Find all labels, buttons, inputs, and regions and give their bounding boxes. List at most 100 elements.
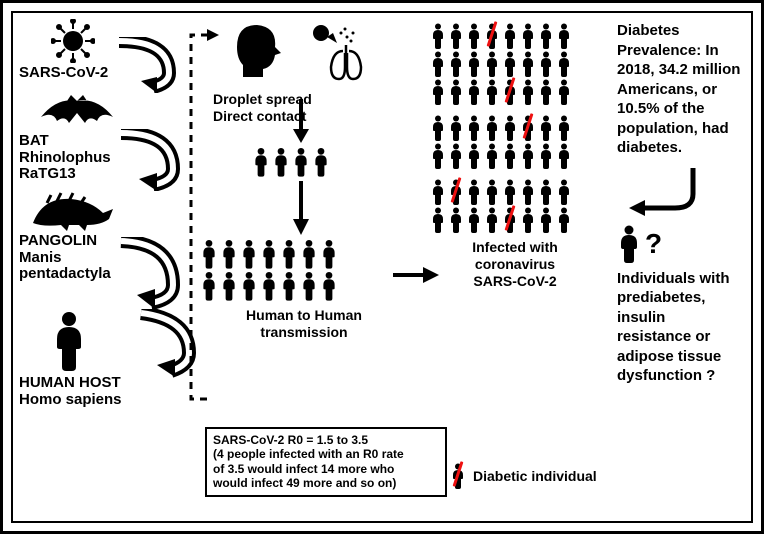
r0-l3: of 3.5 would infect 14 more who — [213, 462, 439, 476]
person-icon — [320, 239, 338, 269]
person-icon — [430, 23, 446, 49]
person-icon — [220, 239, 238, 269]
person-icon — [466, 79, 482, 105]
person-icon — [484, 143, 500, 169]
person-icon — [538, 51, 554, 77]
legend-text: Diabetic individual — [473, 468, 597, 485]
person-icon — [466, 23, 482, 49]
human-icon — [49, 311, 89, 371]
person-icon — [556, 79, 572, 105]
outer-frame: SARS-CoV-2 BAT Rhinolophus RaTG13 — [0, 0, 764, 534]
person-icon — [466, 179, 482, 205]
person-icon — [320, 271, 338, 301]
person-icon — [430, 115, 446, 141]
question-person-icon — [617, 225, 641, 263]
r0-l4: would infect 49 more and so on) — [213, 476, 439, 490]
person-icon — [448, 115, 464, 141]
person-icon — [430, 207, 446, 233]
down-arrow-1 — [289, 97, 313, 143]
head-icon — [227, 19, 291, 89]
person-icon — [260, 239, 278, 269]
person-icon — [502, 79, 518, 105]
diabetic-legend: Diabetic individual — [449, 463, 597, 489]
person-icon — [538, 79, 554, 105]
person-icon — [252, 147, 270, 177]
person-icon — [502, 23, 518, 49]
person-icon — [502, 207, 518, 233]
pangolin-label-1: PANGOLIN — [19, 233, 111, 250]
people-rows-14 — [199, 239, 339, 303]
population-column: Infected with coronavirus SARS-CoV-2 — [429, 23, 601, 289]
person-icon — [556, 207, 572, 233]
person-icon — [430, 143, 446, 169]
person-icon — [556, 179, 572, 205]
curve-arrow-1 — [113, 37, 183, 93]
human-label-2: Homo sapiens — [19, 392, 122, 409]
person-icon — [484, 79, 500, 105]
person-icon — [448, 79, 464, 105]
person-icon — [466, 207, 482, 233]
person-icon — [556, 115, 572, 141]
person-icon — [520, 207, 536, 233]
person-icon — [502, 179, 518, 205]
right-panel: Diabetes Prevalence: In 2018, 34.2 milli… — [617, 21, 743, 386]
person-icon — [430, 79, 446, 105]
person-icon — [484, 207, 500, 233]
person-icon — [240, 239, 258, 269]
person-icon — [520, 143, 536, 169]
pop-cap-2: coronavirus — [429, 256, 601, 273]
person-icon — [430, 179, 446, 205]
person-icon — [520, 23, 536, 49]
person-icon — [430, 51, 446, 77]
person-icon — [240, 271, 258, 301]
pop-cap-1: Infected with — [429, 239, 601, 256]
person-icon — [292, 147, 310, 177]
bat-icon — [37, 93, 117, 133]
person-icon — [280, 271, 298, 301]
person-icon — [448, 143, 464, 169]
r0-l1: SARS-CoV-2 R0 = 1.5 to 3.5 — [213, 433, 439, 447]
curve-arrow-3 — [115, 237, 185, 309]
person-icon — [200, 271, 218, 301]
population-grid — [429, 23, 601, 233]
person-icon — [448, 51, 464, 77]
person-icon — [312, 147, 330, 177]
person-icon — [448, 179, 464, 205]
person-icon — [520, 179, 536, 205]
pangolin-label-2: Manis — [19, 250, 111, 267]
person-icon — [448, 207, 464, 233]
r0-box: SARS-CoV-2 R0 = 1.5 to 3.5 (4 people inf… — [205, 427, 447, 497]
person-icon — [502, 115, 518, 141]
person-icon — [538, 179, 554, 205]
person-icon — [502, 143, 518, 169]
legend-person-icon — [450, 463, 466, 489]
person-icon — [520, 115, 536, 141]
people-row-4 — [251, 147, 331, 182]
pangolin-icon — [29, 189, 117, 233]
human-block: HUMAN HOST Homo sapiens — [19, 311, 189, 421]
person-icon — [466, 51, 482, 77]
person-icon — [538, 23, 554, 49]
person-icon — [538, 143, 554, 169]
curve-arrow-2 — [115, 129, 185, 191]
question-mark: ? — [645, 228, 662, 260]
person-icon — [520, 79, 536, 105]
person-icon — [272, 147, 290, 177]
person-icon — [484, 179, 500, 205]
person-icon — [200, 239, 218, 269]
person-icon — [300, 239, 318, 269]
person-icon — [556, 23, 572, 49]
pop-cap-3: SARS-CoV-2 — [429, 273, 601, 290]
person-icon — [556, 51, 572, 77]
person-icon — [502, 51, 518, 77]
prevalence-text: Diabetes Prevalence: In 2018, 34.2 milli… — [617, 21, 743, 158]
person-icon — [484, 51, 500, 77]
question-text: Individuals with prediabetes, insulin re… — [617, 269, 743, 386]
virus-label: SARS-CoV-2 — [19, 65, 108, 82]
bat-label-1: BAT — [19, 133, 111, 150]
bat-label-3: RaTG13 — [19, 166, 111, 183]
person-icon — [300, 271, 318, 301]
h2h-label: Human to Human transmission — [229, 307, 379, 341]
person-icon — [556, 143, 572, 169]
species-chain: SARS-CoV-2 BAT Rhinolophus RaTG13 — [19, 19, 189, 385]
